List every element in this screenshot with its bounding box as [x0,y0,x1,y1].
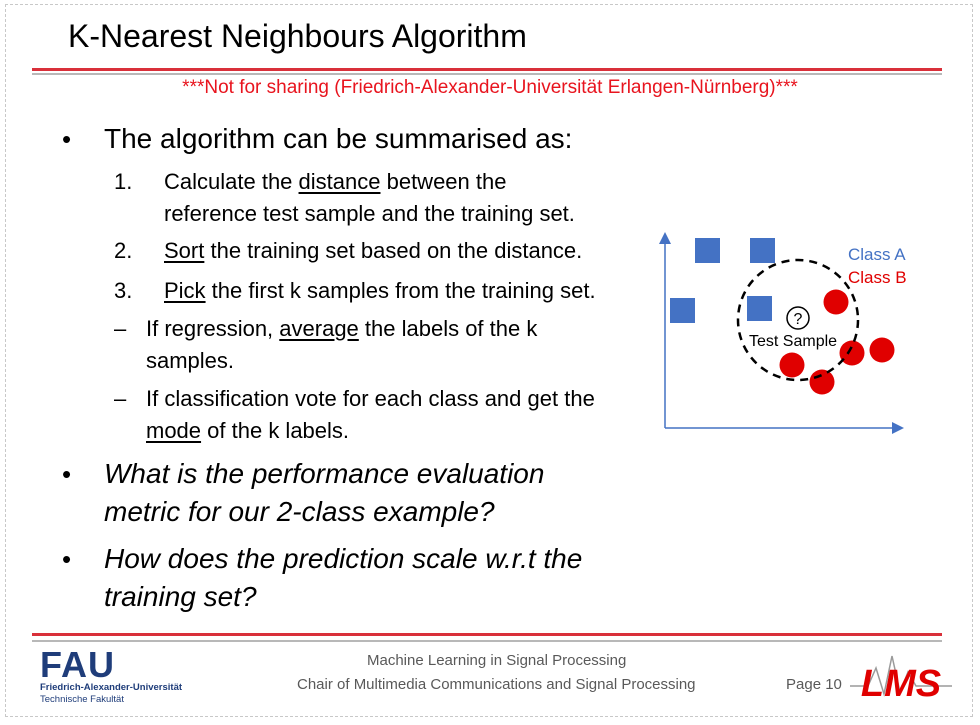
step-number: 2. [114,238,133,263]
bullet-dot: • [62,544,72,574]
class-b-circle [809,369,835,395]
class-b-circle [823,289,849,315]
legend-class-a: Class A [848,245,906,264]
slide-title: K-Nearest Neighbours Algorithm [68,18,527,54]
class-b-circle [869,337,895,363]
question-1-line-2: metric for our 2-class example? [104,496,495,527]
footer-red-rule [32,633,942,636]
bullet-dot: • [62,459,72,489]
class-a-square [747,296,772,321]
sub-dash: – [114,316,127,341]
lms-logo-wave [850,655,952,697]
step-1-continuation: reference test sample and the training s… [164,201,575,226]
step-number: 3. [114,278,133,303]
question-1-line-1: What is the performance evaluation [104,458,545,489]
fau-faculty-name: Technische Fakultät [40,694,124,705]
sub-dash: – [114,386,127,411]
class-a-square [750,238,775,263]
class-a-square [670,298,695,323]
test-sample-marker [786,306,810,330]
regression-text: If regression, average the labels of the… [146,316,538,341]
neighbourhood-circle [736,258,860,382]
class-a-square [695,238,720,263]
step-3-text: Pick the first k samples from the traini… [164,278,596,303]
fau-logo: FAU Friedrich-Alexander-Universität Tech… [40,644,185,708]
test-sample-label: Test Sample [749,333,837,350]
sharing-warning: ***Not for sharing (Friedrich-Alexander-… [182,77,798,98]
fau-logo-mark: FAU [40,644,115,685]
test-sample-symbol: ? [794,311,803,328]
class-b-circle [779,352,805,378]
page-number: Page 10 [786,676,842,693]
header-red-rule [32,68,942,71]
class-b-circle [839,340,865,366]
question-2-line-2: training set? [104,581,257,612]
footer-gray-rule [32,640,942,642]
step-number: 1. [114,169,133,194]
footer-chair: Chair of Multimedia Communications and S… [297,676,696,693]
footer-course: Machine Learning in Signal Processing [367,652,627,669]
header-gray-rule [32,73,942,75]
legend-class-b: Class B [848,268,907,287]
step-2-text: Sort the training set based on the dista… [164,238,583,263]
classification-text: If classification vote for each class an… [146,386,595,411]
fau-university-name: Friedrich-Alexander-Universität [40,682,183,693]
slide-frame [5,4,973,717]
bullet-dot: • [62,124,72,154]
intro-text: The algorithm can be summarised as: [104,123,573,154]
step-1-text: Calculate the distance between the [164,169,507,194]
lms-logo-text: LMS [861,663,941,700]
regression-continuation: samples. [146,348,235,373]
lms-logo: LMS [850,655,952,700]
question-2-line-1: How does the prediction scale w.r.t the [104,543,583,574]
knn-diagram: ? Test Sample Class A Class B [659,232,907,434]
classification-continuation: mode of the k labels. [146,418,350,443]
